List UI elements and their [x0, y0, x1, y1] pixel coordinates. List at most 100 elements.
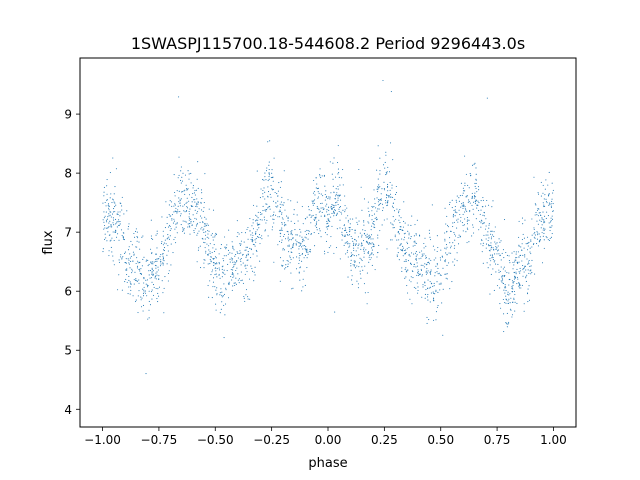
data-point [140, 299, 142, 301]
data-point [426, 263, 428, 265]
data-point [136, 280, 138, 282]
data-point [358, 266, 360, 268]
data-point [350, 252, 352, 254]
data-point [190, 218, 192, 220]
data-point [198, 230, 200, 232]
data-point [138, 268, 140, 270]
data-point [434, 272, 436, 274]
data-point [425, 256, 427, 259]
data-point [226, 269, 228, 272]
data-point [333, 212, 335, 214]
data-point [514, 277, 516, 279]
data-point [335, 214, 337, 217]
data-point [463, 205, 465, 207]
data-point [462, 224, 464, 227]
data-point [142, 295, 145, 297]
data-point [519, 267, 521, 270]
data-point [478, 202, 480, 204]
data-point [251, 225, 253, 227]
data-point [292, 243, 294, 246]
data-point [432, 285, 434, 288]
data-point [197, 161, 199, 163]
data-point [214, 274, 216, 276]
data-point [192, 214, 194, 216]
data-point [540, 181, 542, 183]
data-point [112, 222, 114, 224]
data-point [212, 209, 215, 211]
data-point [263, 179, 265, 181]
data-point [324, 199, 326, 201]
data-point [319, 175, 321, 177]
data-point [133, 254, 135, 256]
data-point [530, 239, 532, 241]
data-point [187, 223, 189, 225]
data-point [170, 243, 172, 245]
data-point [188, 210, 190, 213]
data-point [439, 289, 441, 291]
data-point [171, 205, 173, 207]
data-point [337, 173, 339, 175]
data-point [281, 222, 283, 224]
data-point [325, 226, 327, 228]
data-point [313, 202, 315, 205]
data-point [277, 200, 279, 202]
data-point [451, 207, 453, 209]
data-point [337, 168, 339, 170]
data-point [377, 237, 379, 239]
data-point [388, 171, 391, 173]
data-point [104, 233, 106, 235]
data-point [486, 97, 488, 99]
data-point [547, 215, 549, 217]
data-point [135, 228, 137, 230]
data-point [541, 217, 543, 219]
data-point [315, 216, 317, 218]
data-point [344, 195, 346, 197]
data-point [359, 257, 361, 259]
data-point [503, 289, 505, 291]
data-point [369, 254, 371, 256]
data-point [488, 237, 490, 239]
data-point [485, 238, 487, 240]
data-point [174, 195, 176, 197]
data-point [294, 229, 296, 231]
data-point [514, 261, 516, 263]
data-point [159, 256, 161, 258]
data-point [500, 240, 502, 242]
data-point [151, 289, 153, 291]
data-point [422, 264, 424, 266]
data-point [182, 230, 184, 232]
data-point [437, 246, 439, 249]
data-point [162, 230, 164, 232]
data-point [382, 79, 384, 82]
data-point [198, 208, 200, 210]
data-point [173, 220, 175, 222]
data-point [211, 269, 214, 271]
data-point [366, 303, 368, 305]
data-point [372, 223, 374, 225]
data-point [363, 240, 365, 242]
data-point [237, 232, 239, 234]
data-point [163, 312, 165, 314]
data-point [536, 214, 538, 216]
data-point [370, 253, 372, 255]
data-point [313, 191, 316, 193]
data-point [216, 276, 218, 278]
data-point [511, 285, 513, 287]
data-point [430, 286, 432, 288]
data-point [549, 229, 551, 232]
data-point [399, 243, 401, 245]
data-point [330, 245, 332, 247]
data-point [208, 208, 210, 210]
data-point [525, 243, 527, 245]
data-point [213, 244, 215, 246]
data-point [496, 253, 498, 255]
data-point [310, 210, 312, 212]
data-point [370, 238, 372, 240]
data-point [240, 271, 242, 273]
data-point [341, 233, 343, 235]
data-point [116, 222, 118, 224]
data-point [503, 330, 505, 333]
data-point [526, 258, 528, 260]
data-point [466, 195, 468, 197]
data-point [503, 257, 505, 259]
